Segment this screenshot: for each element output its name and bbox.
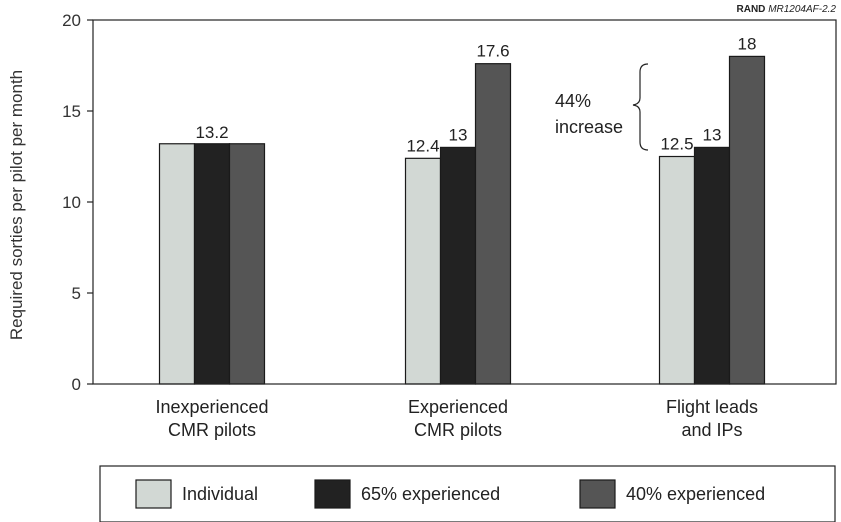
legend-label: 65% experienced bbox=[361, 484, 500, 504]
annotation-line-1: 44% bbox=[555, 91, 591, 111]
category-label: CMR pilots bbox=[414, 420, 502, 440]
bar bbox=[439, 146, 477, 385]
category-label: Inexperienced bbox=[155, 397, 268, 417]
bar bbox=[228, 143, 266, 385]
data-label: 13 bbox=[703, 125, 722, 144]
bar bbox=[193, 143, 231, 385]
legend-frame bbox=[99, 465, 836, 522]
y-tick-label: 20 bbox=[62, 11, 81, 30]
legend-swatch bbox=[135, 479, 172, 509]
y-tick-label: 15 bbox=[62, 102, 81, 121]
annotation-brace bbox=[632, 63, 649, 151]
data-label: 13.2 bbox=[195, 123, 228, 142]
category-label: and IPs bbox=[681, 420, 742, 440]
bar bbox=[658, 155, 696, 385]
legend-swatch bbox=[579, 479, 616, 509]
source-org: RAND bbox=[737, 4, 766, 15]
plot-frame bbox=[92, 19, 837, 385]
bar bbox=[474, 63, 512, 385]
bar bbox=[728, 55, 766, 385]
y-tick-label: 5 bbox=[72, 284, 81, 303]
bar bbox=[404, 157, 442, 385]
bar bbox=[693, 146, 731, 385]
source-id: MR1204AF-2.2 bbox=[768, 4, 836, 15]
data-label: 17.6 bbox=[476, 42, 509, 61]
increase-annotation: 44% increase bbox=[555, 63, 649, 151]
annotation-line-2: increase bbox=[555, 117, 623, 137]
legend: Individual 65% experienced 40% experienced bbox=[99, 465, 836, 522]
bar bbox=[158, 143, 196, 385]
data-label: 13 bbox=[449, 125, 468, 144]
source-note: RAND MR1204AF-2.2 bbox=[737, 4, 837, 15]
legend-label: Individual bbox=[182, 484, 258, 504]
category-label: Flight leads bbox=[666, 397, 758, 417]
category-label: Experienced bbox=[408, 397, 508, 417]
legend-label: 40% experienced bbox=[626, 484, 765, 504]
data-label: 12.4 bbox=[406, 136, 439, 155]
data-label: 12.5 bbox=[660, 135, 693, 154]
legend-swatch bbox=[314, 479, 351, 509]
y-axis-label: Required sorties per pilot per month bbox=[7, 70, 26, 340]
y-tick-label: 0 bbox=[72, 375, 81, 394]
y-tick-label: 10 bbox=[62, 193, 81, 212]
data-label: 18 bbox=[738, 34, 757, 53]
category-label: CMR pilots bbox=[168, 420, 256, 440]
